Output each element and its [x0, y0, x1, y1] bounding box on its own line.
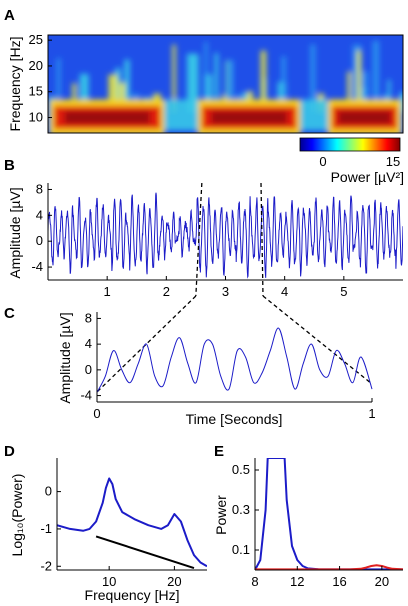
xtick-label: 1 [368, 406, 375, 421]
ytick-label: -4 [80, 388, 92, 403]
heatmap-streak [193, 53, 199, 113]
ytick-label: 20 [29, 58, 43, 73]
panel-a-ylabel: Frequency [Hz] [7, 37, 23, 132]
xtick-label: 5 [340, 284, 347, 299]
panel-a-label: A [4, 7, 15, 24]
heatmap-band-core [64, 111, 150, 124]
panel-b-ylabel: Amplitude [µV] [7, 187, 23, 278]
panel-e-xticks: 8 12 16 20 [251, 566, 389, 589]
xtick-label: 20 [375, 574, 389, 589]
series-line-1 [95, 535, 195, 570]
xtick-label: 2 [163, 284, 170, 299]
panel-d-yticks: 0 -1 -2 [40, 484, 61, 573]
heatmap-streak [310, 44, 316, 113]
xtick-label: 4 [281, 284, 288, 299]
ytick-label: 0 [36, 233, 43, 248]
colorbar-max: 15 [386, 154, 400, 169]
panel-b-eeg-line [48, 192, 403, 279]
zoom-line-left [195, 182, 203, 297]
spectrogram-heatmap [48, 35, 403, 133]
panel-e-label: E [214, 443, 224, 460]
panel-c-label: C [4, 305, 15, 322]
panel-e-ylabel: Power [213, 495, 229, 535]
heatmap-streak [72, 83, 77, 113]
heatmap-streak [186, 53, 195, 113]
colorbar [299, 137, 401, 152]
series-line-0 [57, 477, 207, 568]
ytick-label: 0.1 [232, 542, 250, 557]
ytick-label: 25 [29, 32, 43, 47]
panel-e-lines [255, 458, 403, 570]
heatmap-streak [281, 56, 286, 113]
panel-d-ylabel: Log₁₀(Power) [9, 474, 25, 557]
ytick-label: 0 [85, 362, 92, 377]
ytick-label: 8 [85, 310, 92, 325]
panel-a-frame [47, 34, 404, 134]
ytick-label: 0.5 [232, 462, 250, 477]
ytick-label: 4 [36, 207, 43, 222]
heatmap-band-core [211, 111, 288, 124]
heatmap-streak [203, 74, 212, 113]
panel-c-yticks: 8 4 0 -4 [80, 310, 101, 403]
ytick-label: 4 [85, 336, 92, 351]
heatmap-streak [56, 58, 61, 113]
heatmap-streak [172, 44, 176, 113]
xtick-label: 16 [332, 574, 346, 589]
panel-e-yticks: 0.5 0.3 0.1 [232, 462, 259, 557]
panel-b-xticks: 1 2 3 4 5 [104, 276, 347, 299]
ytick-label: 0 [45, 484, 52, 499]
heatmap-streak [260, 50, 267, 113]
series-line-1 [255, 564, 403, 570]
heatmap-band-core [338, 111, 391, 124]
panel-b-yticks: 8 4 0 -4 [31, 181, 52, 274]
panel-d-lines [57, 477, 207, 570]
xtick-label: 3 [222, 284, 229, 299]
xtick-label: 10 [102, 574, 116, 589]
heatmap-streak [204, 41, 208, 113]
panel-c-ylabel: Amplitude [µV] [57, 312, 73, 403]
heatmap-streak [108, 74, 118, 113]
panel-c-xlabel: Time [Seconds] [186, 411, 283, 427]
heatmap-streak [124, 59, 130, 113]
heatmap-streak [119, 82, 126, 113]
ytick-label: 0.3 [232, 502, 250, 517]
ytick-label: 8 [36, 181, 43, 196]
xtick-label: 12 [290, 574, 304, 589]
panel-c-eeg-line [96, 327, 373, 393]
heatmap-streak [225, 60, 234, 113]
ytick-label: -4 [31, 259, 43, 274]
zoom-diagonal-left [96, 295, 197, 393]
heatmap-streak [362, 71, 369, 113]
colorbar-min: 0 [319, 154, 326, 169]
heatmap-streak [79, 73, 89, 113]
ytick-label: -1 [40, 521, 52, 536]
series-line-0 [255, 458, 403, 570]
panel-d-xticks: 10 20 [102, 566, 182, 589]
panel-a-yticks: 25 20 15 10 [29, 32, 52, 125]
xtick-label: 0 [93, 406, 100, 421]
heatmap-streak [115, 67, 121, 113]
xtick-label: 20 [167, 574, 181, 589]
heatmap-streak [214, 52, 219, 113]
zoom-diagonal-right [262, 295, 373, 385]
colorbar-label: Power [µV²] [331, 169, 404, 185]
ytick-label: -2 [40, 558, 52, 573]
xtick-label: 1 [104, 284, 111, 299]
ytick-label: 15 [29, 84, 43, 99]
panel-b-label: B [4, 157, 15, 174]
heatmap-streak [372, 40, 380, 113]
heatmap-streak [356, 50, 362, 113]
xtick-label: 8 [251, 574, 258, 589]
panel-d-xlabel: Frequency [Hz] [85, 587, 180, 603]
ytick-label: 10 [29, 110, 43, 125]
panel-d-label: D [4, 443, 15, 460]
zoom-line-right [260, 182, 264, 297]
heatmap-streak [347, 71, 352, 113]
heatmap-streak [387, 79, 391, 113]
